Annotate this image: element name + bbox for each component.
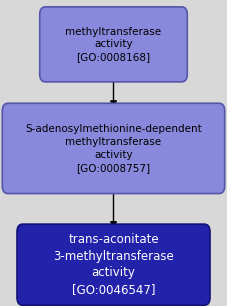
FancyBboxPatch shape [40,7,187,82]
Text: methyltransferase
activity
[GO:0008168]: methyltransferase activity [GO:0008168] [65,27,162,62]
Text: S-adenosylmethionine-dependent
methyltransferase
activity
[GO:0008757]: S-adenosylmethionine-dependent methyltra… [25,124,202,173]
FancyBboxPatch shape [2,103,225,194]
FancyBboxPatch shape [17,224,210,305]
Text: trans-aconitate
3-methyltransferase
activity
[GO:0046547]: trans-aconitate 3-methyltransferase acti… [53,233,174,296]
